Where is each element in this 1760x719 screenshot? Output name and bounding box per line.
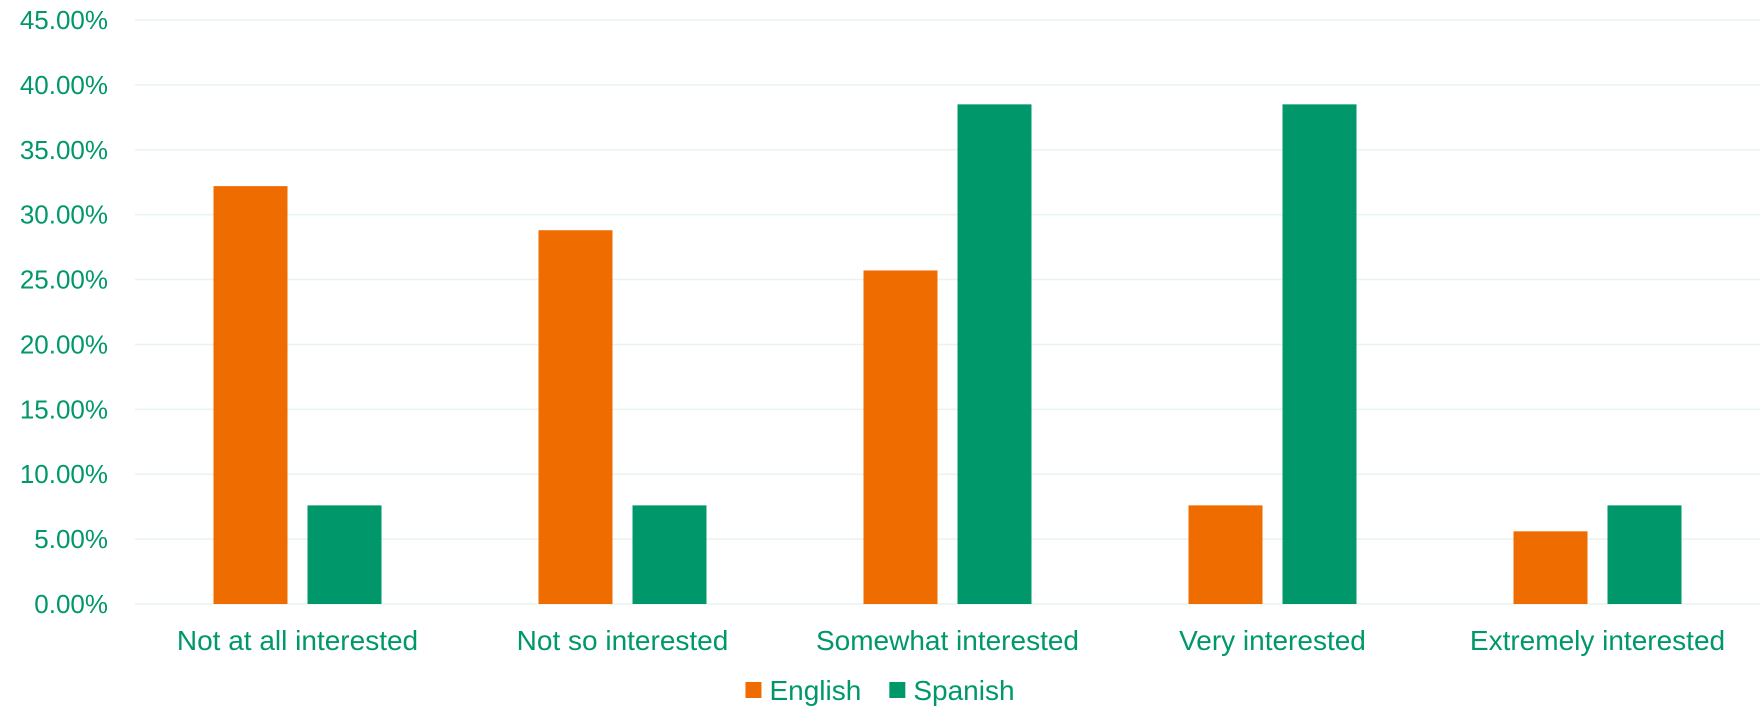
bar-english bbox=[213, 186, 288, 605]
bar-english bbox=[1513, 531, 1588, 604]
bar-spanish bbox=[957, 104, 1032, 604]
legend-swatch bbox=[745, 682, 762, 698]
gridlines bbox=[135, 19, 1760, 605]
legend-label: Spanish bbox=[913, 675, 1014, 706]
y-tick-label: 45.00% bbox=[20, 5, 108, 35]
bar-spanish bbox=[1282, 104, 1357, 604]
legend-swatch bbox=[889, 682, 906, 698]
y-tick-label: 15.00% bbox=[20, 394, 108, 424]
x-category-label: Very interested bbox=[1179, 625, 1366, 656]
y-tick-label: 40.00% bbox=[20, 70, 108, 100]
y-axis-tick-labels: 0.00% 5.00% 10.00% 15.00% 20.00% 25.00% 30.00%… bbox=[20, 5, 108, 619]
x-category-label: Somewhat interested bbox=[816, 625, 1079, 656]
bars bbox=[213, 104, 1682, 605]
legend-label: English bbox=[769, 675, 861, 706]
y-tick-label: 35.00% bbox=[20, 135, 108, 165]
legend-item-spanish: Spanish bbox=[889, 675, 1015, 706]
y-tick-label: 20.00% bbox=[20, 329, 108, 359]
legend: English Spanish bbox=[745, 675, 1015, 706]
y-tick-label: 30.00% bbox=[20, 200, 108, 230]
legend-item-english: English bbox=[745, 675, 861, 706]
bar-spanish bbox=[307, 505, 382, 604]
y-tick-label: 0.00% bbox=[34, 589, 108, 619]
y-tick-label: 10.00% bbox=[20, 459, 108, 489]
x-axis-category-labels: Not at all interested Not so interested So… bbox=[177, 625, 1725, 656]
y-tick-label: 5.00% bbox=[34, 524, 108, 554]
x-category-label: Not so interested bbox=[517, 625, 729, 656]
bar-english bbox=[538, 230, 613, 605]
bar-english bbox=[863, 270, 938, 604]
y-tick-label: 25.00% bbox=[20, 265, 108, 295]
bar-spanish bbox=[1607, 505, 1682, 604]
bar-spanish bbox=[632, 505, 707, 604]
bar-english bbox=[1188, 505, 1263, 604]
x-category-label: Extremely interested bbox=[1470, 625, 1725, 656]
x-category-label: Not at all interested bbox=[177, 625, 418, 656]
